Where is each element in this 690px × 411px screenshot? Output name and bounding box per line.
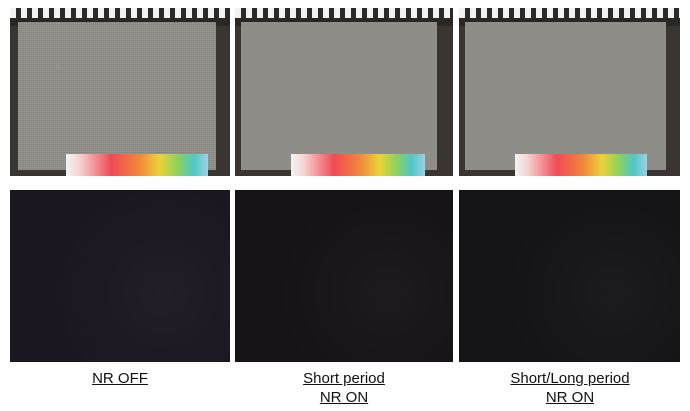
- rainbow-strip: [66, 154, 208, 176]
- top-image-nr-off: [10, 8, 230, 176]
- gray-chart: [241, 22, 437, 170]
- caption-line: Short/Long period: [510, 370, 630, 387]
- top-image-short-period: [235, 8, 453, 176]
- rainbow-strip: [515, 154, 647, 176]
- gray-chart: [465, 22, 666, 170]
- caption-line: NR ON: [545, 389, 595, 406]
- caption-short-period: Short period NR ON: [231, 369, 457, 407]
- bottom-image-short-period: [235, 190, 453, 362]
- top-image-short-long-period: [459, 8, 680, 176]
- stripe-pattern: [10, 8, 230, 18]
- rainbow-strip: [291, 154, 425, 176]
- gray-chart: [18, 22, 216, 170]
- caption-line: NR ON: [319, 389, 369, 406]
- caption-line: Short period: [303, 370, 385, 387]
- bottom-image-short-long-period: [459, 190, 680, 362]
- stripe-pattern: [459, 8, 680, 18]
- bottom-image-nr-off: [10, 190, 230, 362]
- caption-nr-off: NR OFF: [7, 369, 233, 388]
- caption-short-long-period: Short/Long period NR ON: [457, 369, 683, 407]
- stripe-pattern: [235, 8, 453, 18]
- caption-line: NR OFF: [92, 370, 148, 387]
